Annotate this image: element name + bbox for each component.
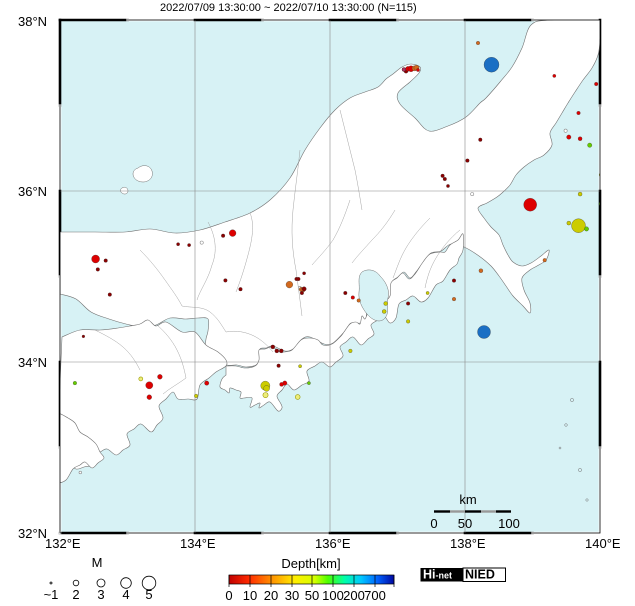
- svg-text:200: 200: [343, 588, 365, 603]
- svg-text:100: 100: [322, 588, 344, 603]
- svg-text:Depth[km]: Depth[km]: [281, 556, 340, 571]
- svg-text:50: 50: [305, 588, 319, 603]
- svg-text:NIED: NIED: [465, 568, 495, 582]
- svg-text:3: 3: [97, 587, 104, 602]
- svg-text:0: 0: [225, 588, 232, 603]
- svg-text:0: 0: [430, 516, 437, 531]
- svg-text:5: 5: [145, 587, 152, 602]
- svg-text:4: 4: [122, 587, 129, 602]
- svg-text:Hi-net: Hi-net: [423, 568, 452, 582]
- svg-text:700: 700: [364, 588, 386, 603]
- svg-text:20: 20: [264, 588, 278, 603]
- svg-text:10: 10: [243, 588, 257, 603]
- svg-text:30: 30: [285, 588, 299, 603]
- svg-text:50: 50: [458, 516, 472, 531]
- svg-text:100: 100: [498, 516, 520, 531]
- svg-text:~1: ~1: [44, 587, 59, 602]
- svg-text:M: M: [92, 555, 103, 570]
- svg-text:km: km: [459, 492, 476, 507]
- svg-text:2: 2: [72, 587, 79, 602]
